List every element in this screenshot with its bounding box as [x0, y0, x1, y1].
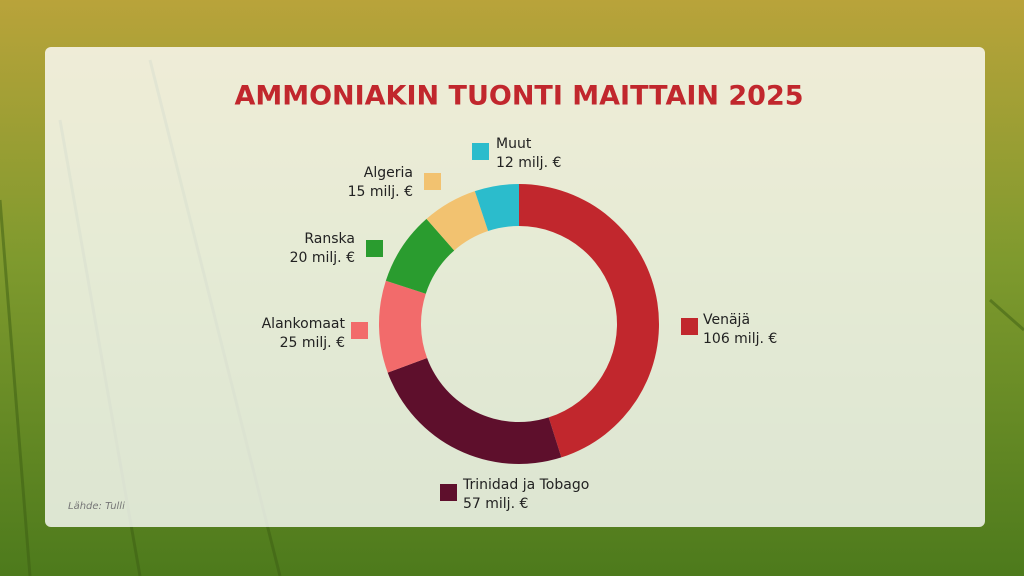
slice-value: 12 milj. € — [496, 155, 561, 171]
legend-swatch — [472, 143, 489, 160]
slice-label: Trinidad ja Tobago — [462, 477, 589, 493]
slice-value: 15 milj. € — [348, 184, 413, 200]
legend-swatch — [424, 173, 441, 190]
slice-value: 57 milj. € — [463, 496, 528, 512]
donut-slice — [474, 184, 519, 232]
slice-label: Algeria — [364, 165, 413, 181]
slice-label: Ranska — [304, 231, 355, 247]
slice-value: 25 milj. € — [280, 335, 345, 351]
donut-slice — [387, 357, 562, 464]
donut-slice — [379, 280, 428, 373]
slice-value: 106 milj. € — [703, 331, 777, 347]
source: Lähde: Tulli — [68, 501, 125, 512]
slice-label: Alankomaat — [262, 316, 346, 332]
panel — [45, 47, 985, 527]
legend-swatch — [440, 484, 457, 501]
slice-label: Muut — [496, 136, 532, 152]
legend-swatch — [351, 322, 368, 339]
chart-title: AMMONIAKIN TUONTI MAITTAIN 2025 — [234, 81, 803, 112]
legend-swatch — [681, 318, 698, 335]
donut-slice — [385, 218, 455, 294]
slice-value: 20 milj. € — [290, 250, 355, 266]
donut-slice — [519, 184, 659, 458]
donut-slice — [426, 191, 489, 251]
slice-label: Venäjä — [703, 312, 750, 328]
legend-swatch — [366, 240, 383, 257]
